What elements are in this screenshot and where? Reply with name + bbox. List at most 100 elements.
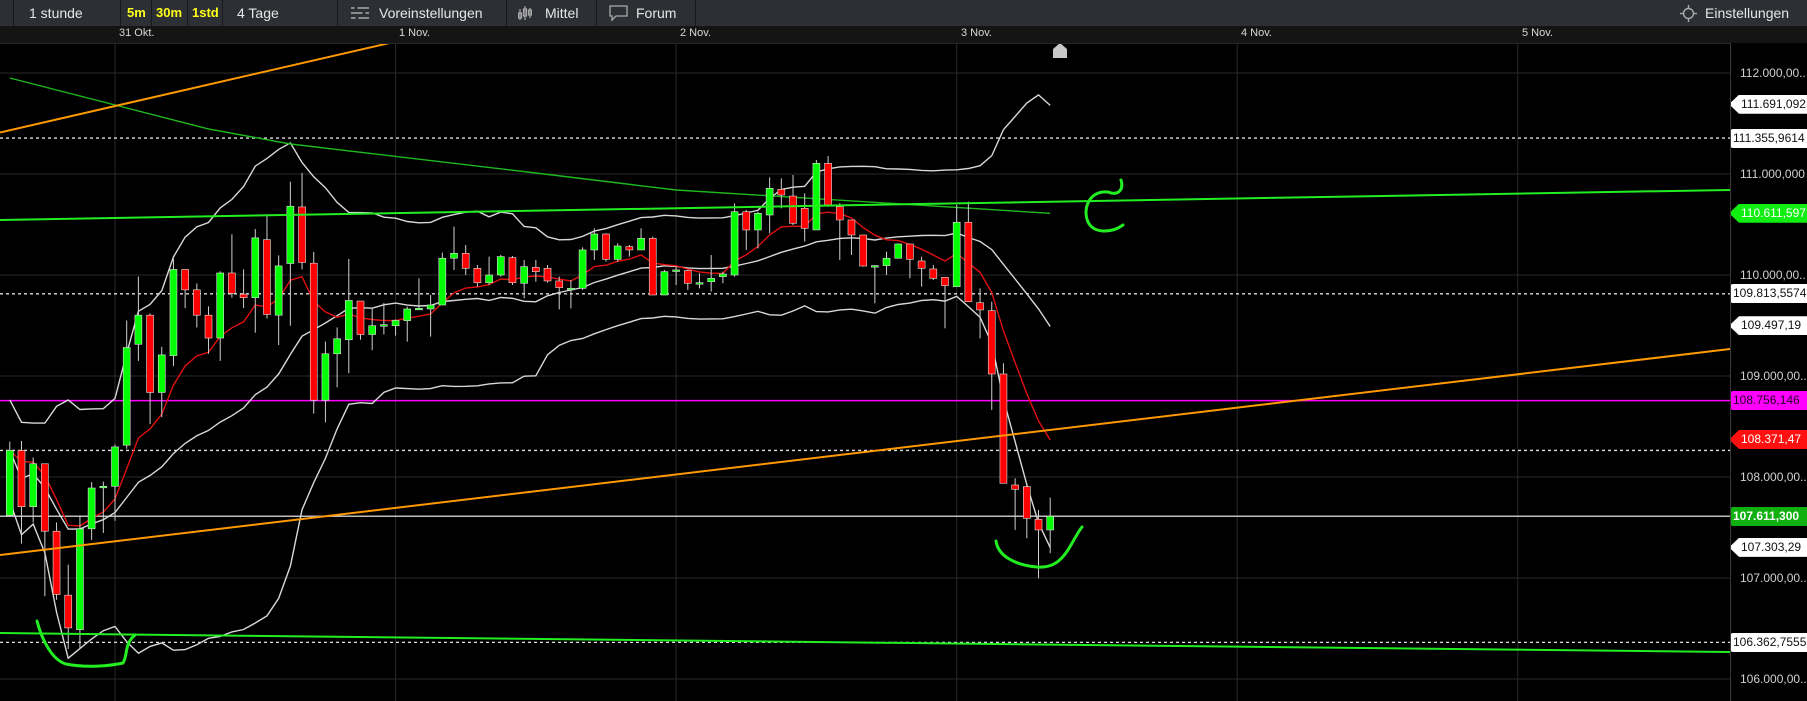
candle [555,276,564,310]
candle [730,203,739,277]
candle-body-up [754,212,762,231]
divider [695,0,696,26]
candle [169,258,178,367]
candle [76,515,84,650]
candle [578,247,587,290]
candle-body-down [847,219,856,236]
trendline [0,348,1730,556]
candle-body-up [520,266,528,284]
candle-body-up [894,243,903,259]
range-dropdown[interactable]: 4 Tage [237,5,279,21]
candle-body-up [637,238,645,251]
candle [461,245,470,275]
price-axis[interactable]: 112.000,00.. 111.000,000 110.000,00.. 10… [1730,43,1807,701]
trendline [0,632,1730,654]
presets-button[interactable]: Voreinstellungen [379,5,483,21]
candle-body-down [800,208,809,229]
candle [344,258,353,374]
candle-body-down [193,289,201,316]
annotation-smile-right [994,525,1084,569]
candle [567,279,575,309]
candle [321,341,330,423]
candle-body-down [824,162,832,206]
divider [222,0,223,26]
candle [917,256,926,287]
candle-body-down [917,260,926,269]
candle-body-up [403,308,412,321]
interval-1std-button[interactable]: 1std [192,5,219,20]
candle-body-up [415,308,423,311]
candle [216,271,225,361]
settings-button[interactable]: Einstellungen [1705,5,1790,21]
candle-body-down [239,293,248,298]
candle [309,251,318,414]
interval-5m-button[interactable]: 5m [127,5,146,20]
candle-body-up [99,485,108,489]
candle-body-down [41,463,49,532]
candles [5,156,1054,650]
candle-body-up [672,269,680,272]
forum-button[interactable]: Forum [636,5,677,21]
current-price-tag: 107.611,300 [1731,506,1807,526]
divider [187,0,188,26]
candle [157,346,166,418]
candle-body-up [157,354,166,393]
horizontal-lines [0,137,1730,644]
candle [987,301,996,410]
candle-body-down [602,233,610,260]
scroll-marker-icon[interactable] [1053,43,1067,58]
price-chart[interactable] [0,0,1730,701]
candle-body-up [438,257,447,306]
candle-body-up [707,278,715,282]
bollinger-upper-band [9,94,1051,424]
candle-body-down [999,373,1008,484]
candle [613,243,622,262]
candle [976,288,984,339]
divider [120,0,121,26]
candle [742,209,751,250]
candle [660,269,669,296]
candle [952,205,961,287]
candle-body-up [251,237,260,298]
interval-30m-button[interactable]: 30m [156,5,183,20]
candle-body-down [298,206,306,263]
candle-body-down [1011,484,1019,490]
candle-body-down [555,280,564,288]
candle [134,276,143,361]
trendlines[interactable] [0,0,1730,654]
candle-body-down [146,314,154,393]
date-tick-label: 31 Okt. [119,27,155,39]
candle [426,294,435,337]
candle-body-up [169,269,178,356]
candle [356,300,365,340]
price-tag: 108.756,146 [1731,391,1807,411]
candle-body-up [871,265,879,268]
price-tag: 107.303,29 [1731,537,1807,557]
candlestick-icon[interactable] [518,5,532,21]
date-tick-label: 5 Nov. [1522,27,1553,39]
candle-body-up [730,211,739,276]
candle-body-up [496,256,505,276]
price-tag: 108.371,47 [1731,429,1807,449]
candle-body-down [777,189,786,196]
annotation-hook-top [1084,178,1125,233]
candle [520,259,528,299]
price-tag: 111.355,9614 [1731,128,1807,148]
speech-bubble-icon[interactable] [609,5,628,22]
divider [506,0,507,26]
date-tick-label: 1 Nov. [399,27,430,39]
candle [122,320,131,449]
sliders-icon[interactable] [350,5,370,21]
divider [151,0,152,26]
candle-body-up [29,463,37,507]
candle [695,273,704,289]
candle [707,255,715,292]
interval-dropdown[interactable]: 1 stunde [29,5,83,21]
candle-body-down [263,239,271,315]
candle [777,178,786,209]
candle-body-up [567,288,575,291]
gear-icon[interactable] [1680,5,1697,22]
toolbar-grip [13,0,14,26]
indicators-button[interactable]: Mittel [545,5,579,21]
price-tick-label: 109.000,00.. [1740,369,1807,383]
